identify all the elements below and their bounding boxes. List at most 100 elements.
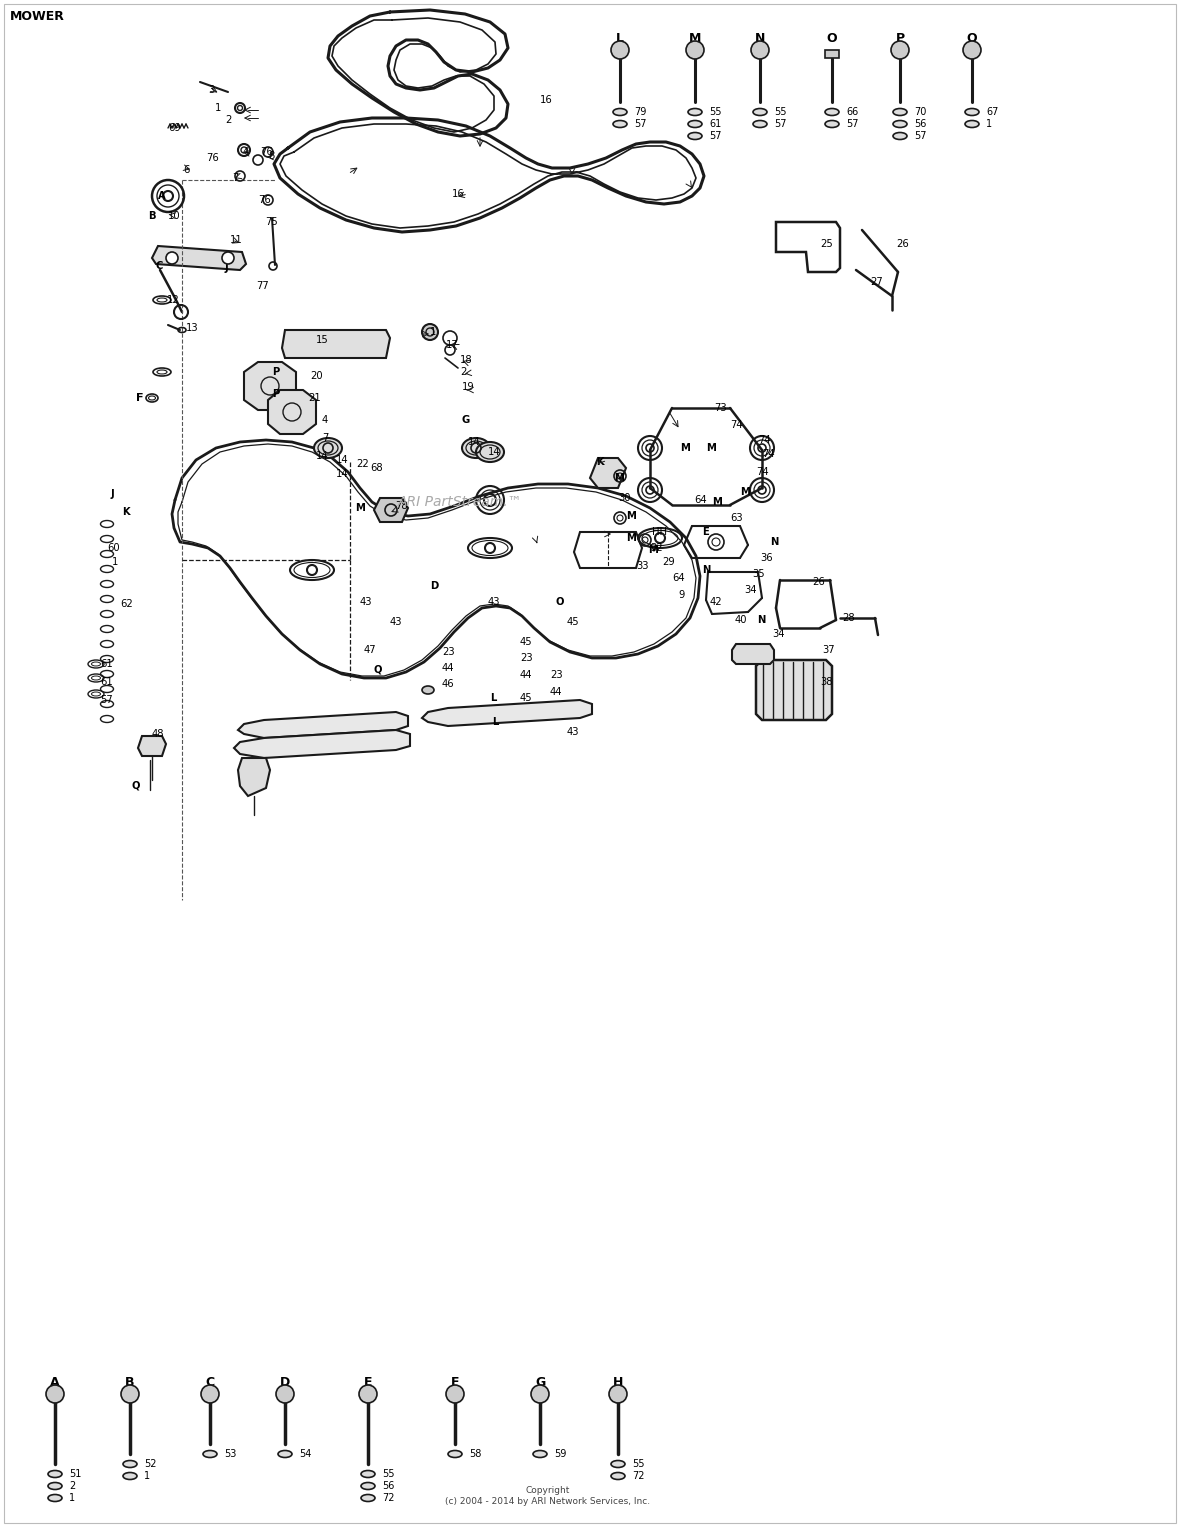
Ellipse shape (48, 1495, 63, 1501)
Text: 59: 59 (553, 1449, 566, 1458)
Text: C: C (155, 261, 163, 270)
Text: Q: Q (374, 664, 382, 675)
Text: F: F (136, 392, 144, 403)
Text: 40: 40 (735, 615, 747, 625)
Text: H: H (612, 1376, 623, 1388)
Text: N: N (771, 538, 779, 547)
Text: 70: 70 (914, 107, 926, 118)
Text: 74: 74 (762, 449, 774, 460)
Text: M: M (614, 473, 624, 483)
Text: 67: 67 (986, 107, 998, 118)
Text: 62: 62 (120, 599, 132, 609)
Text: 23: 23 (520, 654, 532, 663)
Ellipse shape (965, 108, 979, 116)
Text: 44: 44 (442, 663, 454, 673)
Circle shape (446, 1385, 464, 1403)
Ellipse shape (753, 108, 767, 116)
Polygon shape (732, 644, 774, 664)
Text: 1: 1 (430, 327, 437, 337)
Circle shape (963, 41, 981, 60)
Text: O: O (555, 597, 564, 608)
Ellipse shape (611, 1472, 625, 1480)
Text: M: M (627, 512, 636, 521)
Polygon shape (590, 458, 627, 489)
Text: 14: 14 (336, 469, 348, 479)
Text: M: M (355, 502, 365, 513)
Text: 56: 56 (382, 1481, 394, 1490)
Text: 61: 61 (100, 676, 113, 687)
Text: 16: 16 (452, 189, 465, 199)
Text: 57: 57 (846, 119, 859, 128)
Text: 74: 74 (756, 467, 768, 476)
Text: 43: 43 (360, 597, 373, 608)
Text: 1: 1 (986, 119, 992, 128)
Text: 53: 53 (224, 1449, 236, 1458)
Text: 34: 34 (772, 629, 785, 638)
Ellipse shape (314, 438, 342, 458)
Text: 19: 19 (463, 382, 474, 392)
Ellipse shape (611, 1460, 625, 1467)
Text: 56: 56 (914, 119, 926, 128)
Text: 4: 4 (322, 415, 328, 425)
Polygon shape (152, 246, 245, 270)
Ellipse shape (965, 121, 979, 127)
Text: 66: 66 (846, 107, 858, 118)
Text: 44: 44 (520, 670, 532, 680)
Text: 2: 2 (68, 1481, 76, 1490)
Polygon shape (282, 330, 391, 357)
Text: 43: 43 (489, 597, 500, 608)
Text: M: M (648, 545, 658, 554)
Text: 76: 76 (260, 147, 273, 157)
Text: 43: 43 (568, 727, 579, 738)
Bar (825, 50, 839, 58)
Ellipse shape (893, 121, 907, 127)
Text: 15: 15 (316, 334, 329, 345)
Text: 1: 1 (68, 1493, 76, 1503)
Text: 20: 20 (310, 371, 322, 382)
Text: 14: 14 (468, 437, 480, 447)
Text: 72: 72 (632, 1471, 644, 1481)
Text: 18: 18 (460, 354, 473, 365)
Ellipse shape (448, 1451, 463, 1457)
Text: K: K (596, 457, 604, 467)
Ellipse shape (361, 1471, 375, 1478)
Text: 35: 35 (752, 570, 765, 579)
Polygon shape (422, 699, 592, 725)
Text: 57: 57 (774, 119, 787, 128)
Text: J: J (110, 489, 113, 499)
Text: K: K (122, 507, 130, 518)
Polygon shape (268, 389, 316, 434)
Ellipse shape (688, 133, 702, 139)
Text: 23: 23 (550, 670, 563, 680)
Ellipse shape (825, 108, 839, 116)
Text: L: L (492, 718, 498, 727)
Text: 44: 44 (550, 687, 563, 696)
Text: 14: 14 (336, 455, 348, 466)
Text: MOWER: MOWER (9, 11, 65, 23)
Text: 74: 74 (730, 420, 742, 431)
Text: 46: 46 (442, 680, 454, 689)
Text: M: M (627, 533, 636, 544)
Text: 1: 1 (112, 557, 118, 567)
Circle shape (609, 1385, 627, 1403)
Text: E: E (702, 527, 709, 538)
Text: 73: 73 (714, 403, 727, 412)
Text: 55: 55 (774, 107, 787, 118)
Text: E: E (363, 1376, 372, 1388)
Text: 30: 30 (618, 493, 630, 502)
Circle shape (222, 252, 234, 264)
Text: HH: HH (653, 527, 667, 538)
Circle shape (359, 1385, 376, 1403)
Text: 26: 26 (896, 240, 909, 249)
Circle shape (166, 252, 178, 264)
Circle shape (122, 1385, 139, 1403)
Text: M: M (712, 496, 722, 507)
Text: M: M (706, 443, 716, 454)
Text: O: O (827, 32, 838, 44)
Text: G: G (535, 1376, 545, 1388)
Polygon shape (238, 712, 408, 738)
Text: 32: 32 (650, 544, 663, 553)
Circle shape (422, 324, 438, 341)
Ellipse shape (361, 1495, 375, 1501)
Text: 8: 8 (268, 151, 274, 160)
